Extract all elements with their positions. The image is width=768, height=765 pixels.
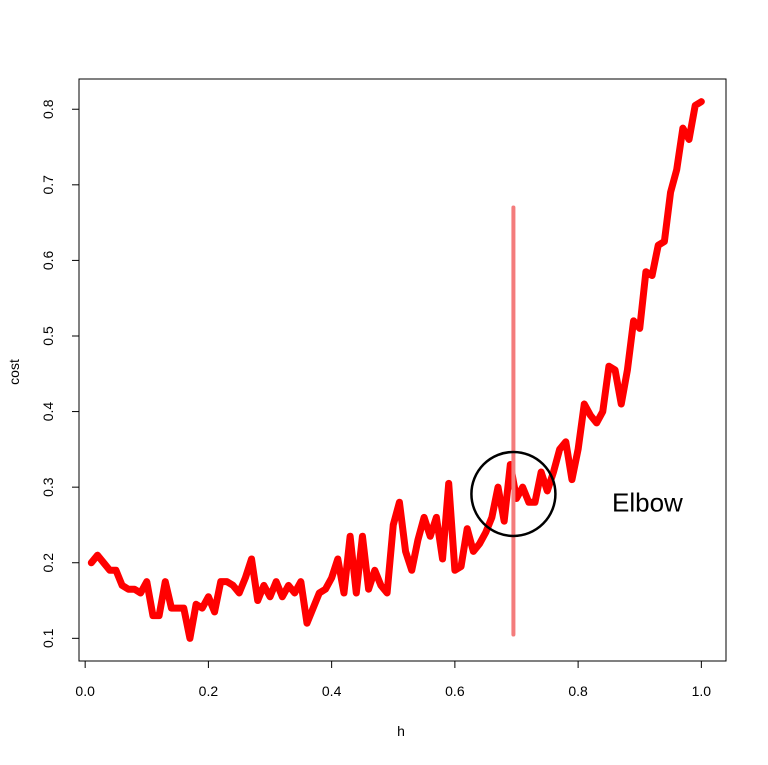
x-axis: 0.0 0.2 0.4 0.6 0.8 1.0	[75, 661, 711, 699]
elbow-circle	[470, 450, 557, 538]
plot-frame	[78, 78, 727, 662]
x-tick-label: 0.8	[568, 683, 588, 699]
x-tick-label: 0.6	[445, 683, 465, 699]
y-tick-label: 0.7	[40, 175, 56, 195]
cost-series-line	[87, 98, 705, 642]
x-tick-label: 0.4	[322, 683, 342, 699]
x-tick-label: 1.0	[692, 683, 712, 699]
y-axis-label: cost	[6, 359, 22, 385]
x-tick-label: 0.0	[75, 683, 95, 699]
y-tick-label: 0.5	[40, 326, 56, 346]
y-tick-label: 0.8	[40, 99, 56, 119]
x-axis-label: h	[397, 723, 405, 739]
y-tick-label: 0.6	[40, 250, 56, 270]
y-tick-label: 0.1	[40, 628, 56, 648]
y-tick-label: 0.3	[40, 477, 56, 497]
y-tick-label: 0.2	[40, 553, 56, 573]
y-axis: 0.1 0.2 0.3 0.4 0.5 0.6 0.7 0.8	[40, 99, 79, 648]
x-tick-label: 0.2	[199, 683, 219, 699]
elbow-annotation-label: Elbow	[612, 487, 683, 517]
y-tick-label: 0.4	[40, 402, 56, 422]
